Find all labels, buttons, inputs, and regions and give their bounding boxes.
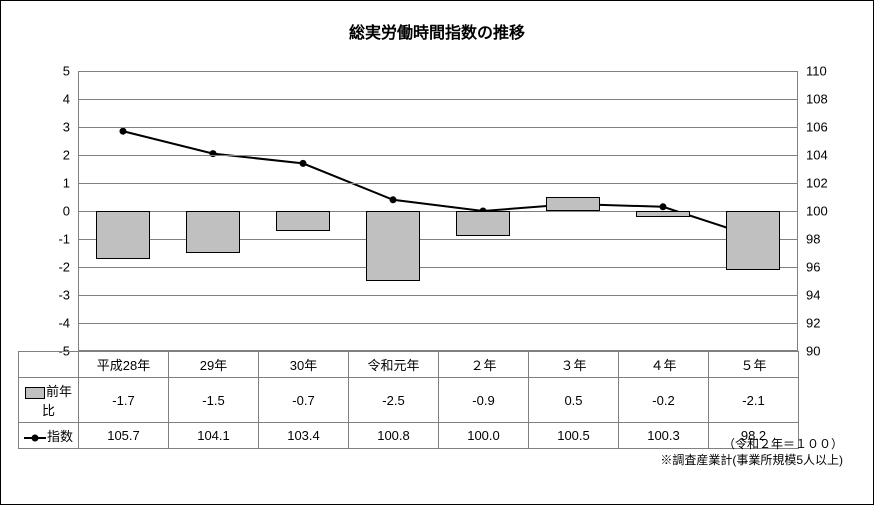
footnote-1: （令和２年＝１００） bbox=[660, 436, 843, 452]
line-value-cell: 100.5 bbox=[529, 423, 619, 449]
y-left-tick: -1 bbox=[30, 232, 78, 247]
y-left-tick: -4 bbox=[30, 316, 78, 331]
y-right-tick: 92 bbox=[798, 316, 846, 331]
bar-legend-label: 前年比 bbox=[42, 384, 72, 418]
line-marker bbox=[120, 128, 127, 135]
bar-value-cell: -1.5 bbox=[169, 378, 259, 423]
y-right-tick: 100 bbox=[798, 204, 846, 219]
gridline bbox=[78, 295, 798, 296]
line-value-cell: 100.0 bbox=[439, 423, 529, 449]
legend-bar-cell: 前年比 bbox=[19, 378, 79, 423]
y-left-tick: 5 bbox=[30, 64, 78, 79]
y-left-tick: -2 bbox=[30, 260, 78, 275]
y-left-tick: 4 bbox=[30, 92, 78, 107]
y-right-tick: 108 bbox=[798, 92, 846, 107]
y-right-tick: 96 bbox=[798, 260, 846, 275]
y-left-tick: 1 bbox=[30, 176, 78, 191]
footnote-2: ※調査産業計(事業所規模5人以上) bbox=[660, 452, 843, 468]
bar-value-cell: -0.2 bbox=[619, 378, 709, 423]
line-value-cell: 100.8 bbox=[349, 423, 439, 449]
category-header: ４年 bbox=[619, 352, 709, 378]
footnotes: （令和２年＝１００） ※調査産業計(事業所規模5人以上) bbox=[660, 436, 843, 468]
line-value-cell: 103.4 bbox=[259, 423, 349, 449]
y-right-tick: 102 bbox=[798, 176, 846, 191]
line-legend-icon bbox=[24, 433, 46, 443]
line-value-cell: 104.1 bbox=[169, 423, 259, 449]
line-legend-label: 指数 bbox=[47, 429, 73, 444]
legend-line-cell: 指数 bbox=[19, 423, 79, 449]
bar bbox=[276, 211, 330, 231]
bar bbox=[636, 211, 690, 217]
bar-value-cell: 0.5 bbox=[529, 378, 619, 423]
category-header: 29年 bbox=[169, 352, 259, 378]
line-marker bbox=[660, 203, 667, 210]
chart-title: 総実労働時間指数の推移 bbox=[1, 1, 873, 49]
bar-value-cell: -2.1 bbox=[709, 378, 799, 423]
y-left-tick: 2 bbox=[30, 148, 78, 163]
category-header: 令和元年 bbox=[349, 352, 439, 378]
y-right-tick: 110 bbox=[798, 64, 846, 79]
gridline bbox=[78, 155, 798, 156]
bar-value-cell: -1.7 bbox=[79, 378, 169, 423]
y-left-tick: 3 bbox=[30, 120, 78, 135]
gridline bbox=[78, 99, 798, 100]
bar bbox=[456, 211, 510, 236]
line-marker bbox=[390, 196, 397, 203]
y-right-tick: 98 bbox=[798, 232, 846, 247]
line-marker bbox=[300, 160, 307, 167]
y-right-tick: 94 bbox=[798, 288, 846, 303]
gridline bbox=[78, 183, 798, 184]
table-corner bbox=[19, 352, 79, 378]
line-marker bbox=[210, 150, 217, 157]
gridline bbox=[78, 267, 798, 268]
category-header: ２年 bbox=[439, 352, 529, 378]
plot-area: -5-4-3-2-1012345909294969810010210410610… bbox=[78, 71, 798, 351]
line-value-cell: 105.7 bbox=[79, 423, 169, 449]
y-right-tick: 106 bbox=[798, 120, 846, 135]
y-right-tick: 90 bbox=[798, 344, 846, 359]
bar-value-cell: -2.5 bbox=[349, 378, 439, 423]
y-left-tick: 0 bbox=[30, 204, 78, 219]
gridline bbox=[78, 323, 798, 324]
gridline bbox=[78, 127, 798, 128]
bar bbox=[96, 211, 150, 259]
y-left-tick: -3 bbox=[30, 288, 78, 303]
bar bbox=[186, 211, 240, 253]
category-header: 30年 bbox=[259, 352, 349, 378]
bar-legend-icon bbox=[25, 387, 45, 399]
bar bbox=[366, 211, 420, 281]
chart-container: 総実労働時間指数の推移 -5-4-3-2-1012345909294969810… bbox=[0, 0, 874, 505]
bar bbox=[546, 197, 600, 211]
gridline bbox=[78, 71, 798, 72]
category-header: 平成28年 bbox=[79, 352, 169, 378]
data-table: 平成28年29年30年令和元年２年３年４年５年前年比-1.7-1.5-0.7-2… bbox=[18, 351, 799, 449]
bar-value-cell: -0.9 bbox=[439, 378, 529, 423]
bar-value-cell: -0.7 bbox=[259, 378, 349, 423]
category-header: ５年 bbox=[709, 352, 799, 378]
y-right-tick: 104 bbox=[798, 148, 846, 163]
category-header: ３年 bbox=[529, 352, 619, 378]
bar bbox=[726, 211, 780, 270]
